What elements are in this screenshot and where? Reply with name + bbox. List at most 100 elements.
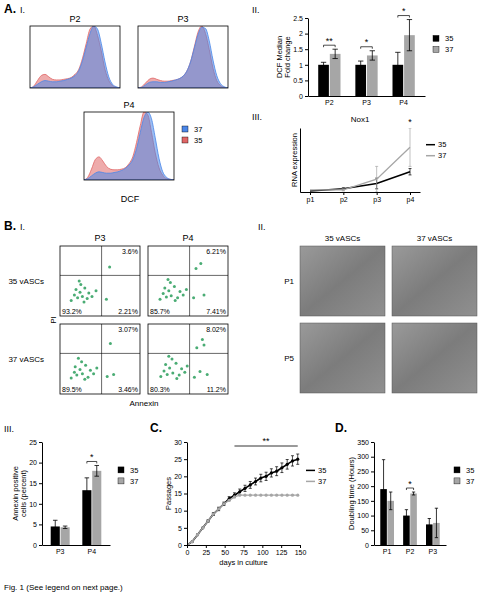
significance-label: * (90, 452, 94, 462)
histogram-area (138, 27, 228, 88)
error-bar (332, 49, 337, 58)
tick-label: P3 (362, 99, 371, 106)
event-dot (89, 369, 92, 372)
error-bar (270, 469, 273, 477)
plot-background (84, 112, 174, 180)
plot-background (148, 324, 228, 394)
tick: 10 (29, 501, 42, 508)
plot-background (30, 26, 120, 88)
quadrant-label: 3.07% (118, 326, 138, 333)
tick: 20 (174, 473, 187, 480)
micrograph (300, 246, 385, 316)
error-bar (280, 463, 283, 473)
tick: 350 (357, 439, 374, 446)
tick-label: 25 (202, 549, 210, 556)
plot-area (60, 324, 140, 394)
tick-label: 25 (174, 456, 182, 463)
axis-line (187, 443, 188, 546)
marker (254, 480, 257, 483)
panel-label: A. (4, 2, 16, 16)
bar (367, 55, 378, 96)
marker (201, 526, 204, 529)
plot-background (148, 246, 228, 316)
tick-label: P4 (88, 548, 97, 555)
event-dot (83, 301, 86, 304)
tick: 300 (357, 453, 374, 460)
event-dot (79, 283, 82, 286)
error-bar (85, 478, 90, 503)
tick-label: p3 (373, 196, 381, 204)
tick-label: 10 (174, 507, 182, 514)
tick: P3 (362, 96, 371, 106)
legend-label: 37 (130, 477, 138, 486)
marker (238, 494, 241, 497)
gate-line (148, 353, 228, 354)
gate-line (101, 324, 102, 394)
tick: 100 (357, 512, 374, 519)
bar (61, 527, 70, 545)
flow-plot: 3.6%93.2%2.21% (60, 246, 140, 316)
legend-label: 35 (194, 136, 202, 145)
axis: P2 P3 P4 (309, 96, 426, 106)
marker (291, 494, 294, 497)
axis-line (42, 443, 43, 546)
tick-label: P2 (325, 99, 334, 106)
subpanel-label: III. (252, 112, 262, 122)
plot-area (51, 465, 102, 545)
tick-mark (39, 483, 42, 484)
tick-label: 30 (174, 439, 182, 446)
error-bar (265, 472, 268, 480)
event-dot (164, 363, 167, 366)
tick-mark (410, 192, 411, 195)
plot-area (148, 324, 228, 394)
tick: 150 (295, 545, 307, 556)
tick-label: p4 (407, 196, 415, 204)
tick: 50 (221, 545, 229, 556)
tick-mark (281, 545, 282, 548)
series-line (187, 459, 298, 545)
event-dot (159, 298, 162, 301)
event-dot (178, 374, 181, 377)
plot-area (310, 128, 412, 192)
axis-line (301, 192, 421, 193)
tick: 0.5 (293, 77, 308, 84)
error-bar (389, 492, 392, 510)
bar (355, 65, 366, 96)
bar-chart: 050100150200250300350P1P2P3* (357, 439, 446, 555)
tick-label: p1 (307, 196, 315, 204)
error-bar (207, 520, 210, 522)
plot-area (187, 454, 299, 545)
legend-label: 35 (130, 466, 138, 475)
tick: 0 (178, 542, 187, 549)
marker (280, 466, 283, 469)
tick-label: 350 (357, 439, 369, 446)
chart-title: Nox1 (351, 115, 370, 124)
event-dot (199, 262, 202, 265)
panel-title: P4 (123, 100, 134, 110)
tick-mark (371, 442, 374, 443)
tick-label: 20 (29, 459, 37, 466)
tick-mark (305, 18, 308, 19)
y-axis-title: Doubling time (Hours) (347, 457, 356, 530)
tick: 5 (178, 525, 187, 532)
event-dot (78, 280, 81, 283)
tick-mark (39, 463, 42, 464)
tick-mark (39, 545, 42, 546)
plot-background (60, 246, 140, 316)
tick-label: 1 (299, 62, 303, 69)
flow-plot: 8.02%80.3%11.2% (148, 324, 228, 394)
legend-line (306, 470, 315, 472)
event-dot (167, 278, 170, 281)
row-label: 35 vASCs (8, 277, 44, 286)
event-dot (108, 266, 111, 269)
tick-mark (305, 80, 308, 81)
plot-area (380, 460, 439, 545)
tick: P4 (399, 96, 408, 106)
event-dot (185, 288, 188, 291)
marker (206, 519, 209, 522)
x-axis-title: DCF (121, 194, 140, 204)
tick: 15 (174, 490, 187, 497)
tick: P4 (88, 545, 97, 555)
event-dot (75, 288, 78, 291)
tick-mark (244, 545, 245, 548)
